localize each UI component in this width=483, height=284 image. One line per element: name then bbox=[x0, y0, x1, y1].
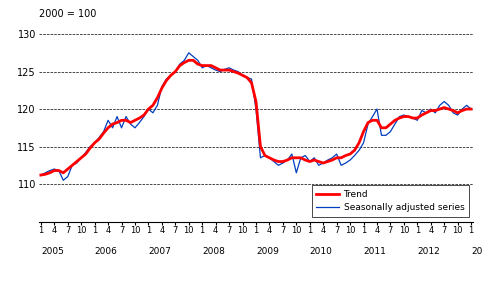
Text: 2009: 2009 bbox=[256, 247, 279, 256]
Trend bbox=[150, 104, 156, 107]
Seasonally adjusted series bbox=[74, 161, 80, 165]
Seasonally adjusted series bbox=[468, 107, 474, 111]
Seasonally adjusted series bbox=[38, 173, 44, 177]
Seasonally adjusted series bbox=[379, 133, 384, 137]
Seasonally adjusted series bbox=[60, 179, 66, 182]
Text: 2013: 2013 bbox=[471, 247, 483, 256]
Seasonally adjusted series bbox=[155, 104, 160, 107]
Seasonally adjusted series bbox=[294, 171, 299, 174]
Text: 2000 = 100: 2000 = 100 bbox=[39, 9, 96, 19]
Trend bbox=[38, 173, 44, 177]
Trend bbox=[51, 169, 57, 172]
Trend bbox=[257, 145, 263, 148]
Line: Trend: Trend bbox=[41, 60, 471, 175]
Text: 2010: 2010 bbox=[310, 247, 333, 256]
Seasonally adjusted series bbox=[186, 51, 192, 55]
Text: 2005: 2005 bbox=[41, 247, 64, 256]
Text: 2006: 2006 bbox=[95, 247, 117, 256]
Text: 2007: 2007 bbox=[148, 247, 171, 256]
Text: 2011: 2011 bbox=[364, 247, 386, 256]
Seasonally adjusted series bbox=[51, 167, 57, 171]
Legend: Trend, Seasonally adjusted series: Trend, Seasonally adjusted series bbox=[312, 185, 469, 217]
Seasonally adjusted series bbox=[262, 154, 268, 157]
Trend bbox=[70, 164, 75, 167]
Trend bbox=[468, 107, 474, 111]
Text: 2008: 2008 bbox=[202, 247, 225, 256]
Trend bbox=[186, 59, 192, 62]
Text: 2012: 2012 bbox=[417, 247, 440, 256]
Line: Seasonally adjusted series: Seasonally adjusted series bbox=[41, 53, 471, 180]
Trend bbox=[289, 156, 295, 160]
Trend bbox=[374, 119, 380, 122]
